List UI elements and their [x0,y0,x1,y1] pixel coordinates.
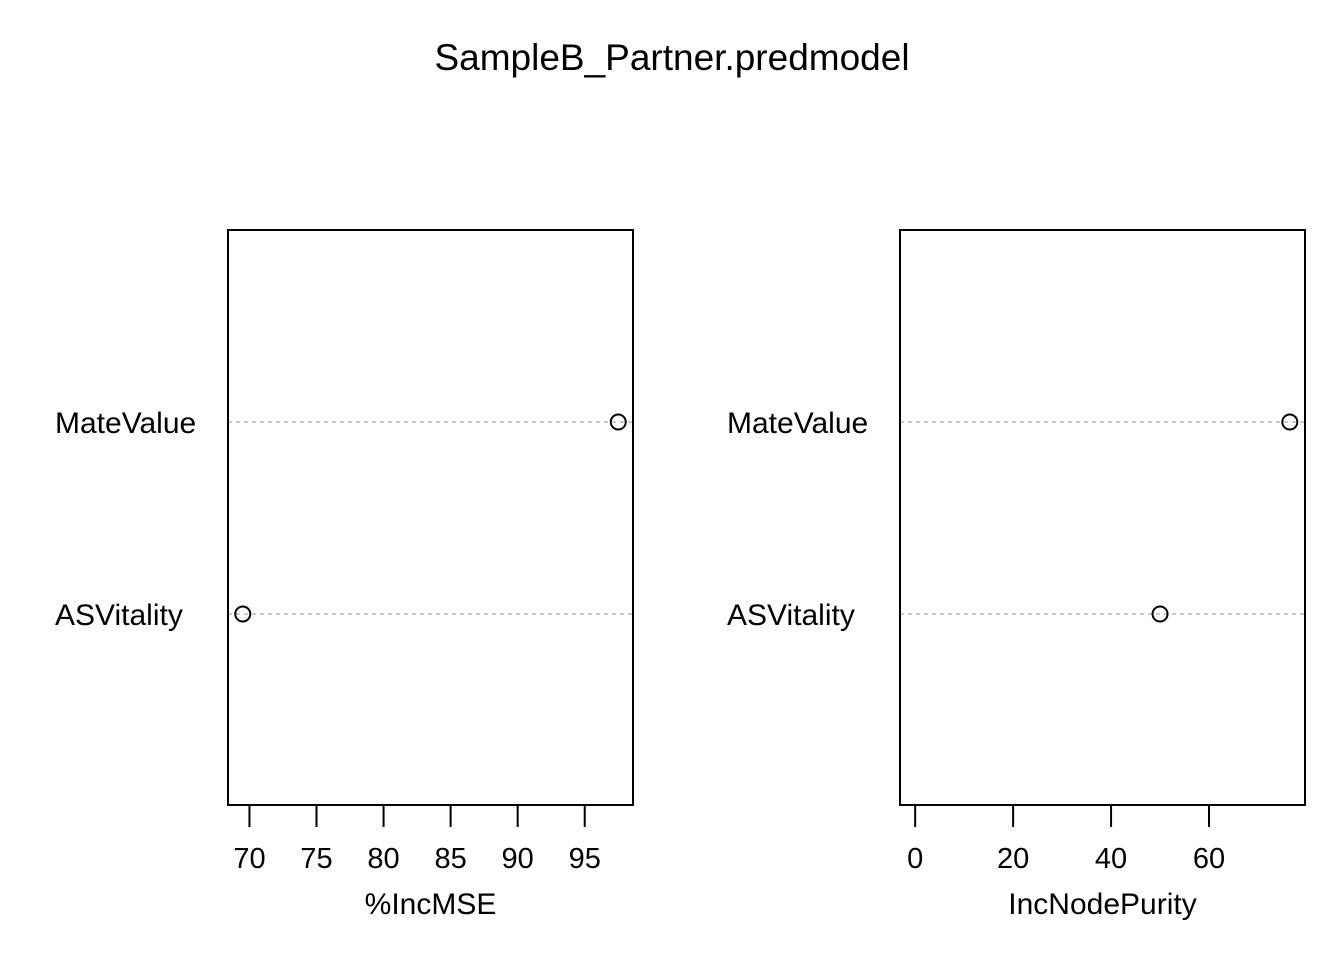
plot-frame [227,229,634,806]
panel-1: MateValue ASVitality 70 75 80 85 90 95 %IncMSE [55,229,634,921]
x-tick-label: 40 [1095,843,1127,875]
x-tick-label: 95 [569,843,601,875]
x-tick-label: 80 [367,843,399,875]
data-point [234,605,252,623]
x-tick-label: 20 [997,843,1029,875]
x-tick-label: 90 [502,843,534,875]
data-point [609,413,627,431]
x-tick-label: 0 [907,843,923,875]
x-tick-label: 70 [233,843,265,875]
data-point [1281,413,1299,431]
x-axis-label: %IncMSE [365,888,497,921]
category-label: MateValue [55,407,196,440]
x-tick-label: 75 [300,843,332,875]
category-label: ASVitality [55,599,183,632]
plot-frame [899,229,1306,806]
category-label: MateValue [727,407,868,440]
figure-title: SampleB_Partner.predmodel [434,37,909,78]
x-axis-label: IncNodePurity [1008,888,1196,921]
data-point [1151,605,1169,623]
x-tick-label: 60 [1193,843,1225,875]
x-tick-label: 85 [434,843,466,875]
panel-2: MateValue ASVitality 0 20 40 60 IncNodePurity [727,229,1306,921]
category-label: ASVitality [727,599,855,632]
